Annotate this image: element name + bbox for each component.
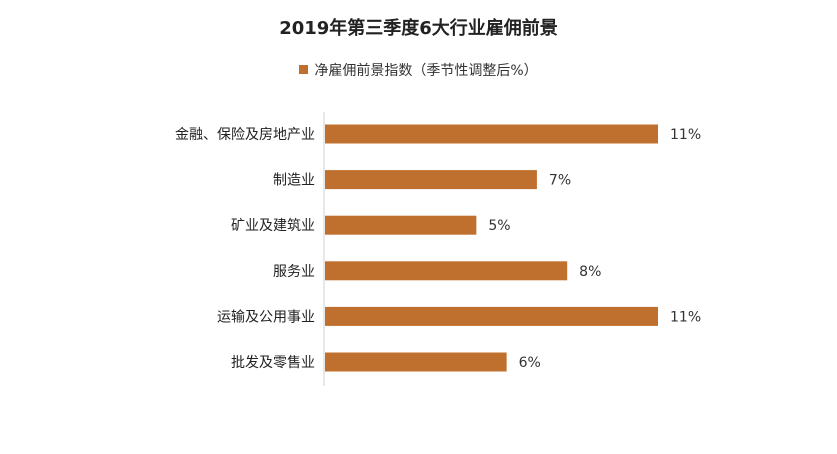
bar xyxy=(325,352,507,372)
data-label: 6% xyxy=(519,355,541,371)
category-label: 运输及公用事业 xyxy=(217,309,315,325)
legend-swatch xyxy=(299,65,309,74)
bar xyxy=(325,215,477,235)
legend-label: 净雇佣前景指数（季节性调整后%） xyxy=(314,63,538,79)
data-label: 7% xyxy=(549,173,571,189)
data-label: 8% xyxy=(579,264,601,280)
data-label: 11% xyxy=(670,127,701,143)
category-label: 批发及零售业 xyxy=(231,355,315,371)
category-label: 矿业及建筑业 xyxy=(231,218,315,234)
bar xyxy=(325,170,537,190)
chart-title: 2019年第三季度6大行业雇佣前景 xyxy=(279,18,558,39)
category-label: 服务业 xyxy=(273,264,315,280)
bar xyxy=(325,306,658,326)
bar xyxy=(325,261,568,281)
category-label: 制造业 xyxy=(273,173,315,189)
category-label: 金融、保险及房地产业 xyxy=(175,127,315,143)
data-label: 11% xyxy=(670,309,701,325)
legend: 净雇佣前景指数（季节性调整后%） xyxy=(0,60,837,80)
data-label: 5% xyxy=(488,218,510,234)
bar xyxy=(325,124,658,144)
